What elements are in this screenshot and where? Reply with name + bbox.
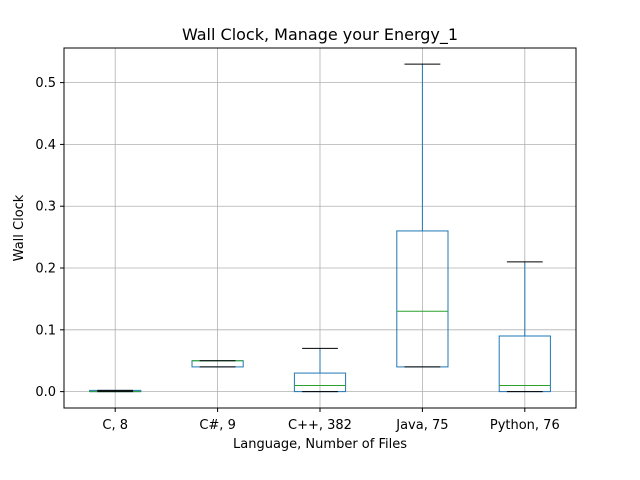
y-tick-label: 0.2 <box>35 262 56 277</box>
x-tick-label: Java, 75 <box>395 418 448 433</box>
x-tick-label: C#, 9 <box>199 418 236 433</box>
x-tick-label: C++, 382 <box>288 418 352 433</box>
x-axis-label: Language, Number of Files <box>233 437 407 452</box>
axes: 0.0 0.1 0.2 0.3 0.4 0.5 C, 8 C#, 9 C++, 382 Java,… <box>35 76 559 433</box>
y-tick-label: 0.5 <box>35 76 56 91</box>
y-tick-label: 0.0 <box>35 385 56 400</box>
box-2 <box>293 347 347 393</box>
y-axis-label: Wall Clock <box>12 194 27 261</box>
box-3 <box>396 63 449 368</box>
x-tick-label: Python, 76 <box>490 418 560 433</box>
chart-title: Wall Clock, Manage your Energy_1 <box>182 25 458 45</box>
y-tick-label: 0.1 <box>35 323 56 338</box>
box-0 <box>89 389 142 393</box>
y-tick-label: 0.3 <box>35 200 56 215</box>
y-tick-label: 0.4 <box>35 138 56 153</box>
box-4 <box>498 261 551 393</box>
box-1 <box>191 360 244 368</box>
grid-lines <box>64 48 576 408</box>
boxes <box>89 63 551 393</box>
x-tick-label: C, 8 <box>102 418 128 433</box>
